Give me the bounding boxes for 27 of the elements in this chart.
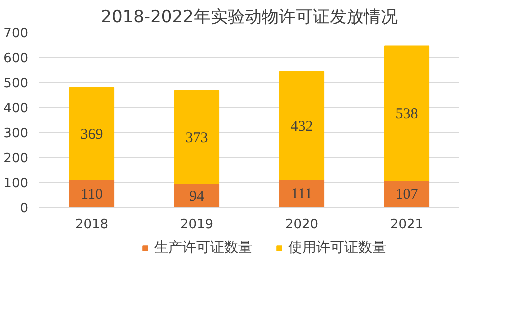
x-tick-label: 2020 <box>285 218 319 232</box>
y-tick-label: 0 <box>20 202 29 216</box>
bar <box>279 71 325 180</box>
chart-title: 2018-2022年实验动物许可证发放情况 <box>101 8 398 28</box>
y-tick-label: 400 <box>4 102 29 116</box>
y-tick-label: 100 <box>4 176 29 192</box>
data-label: 94 <box>190 188 205 205</box>
legend-label: 使用许可证数量 <box>288 239 386 257</box>
x-tick-label: 2018 <box>75 218 109 232</box>
data-label: 369 <box>80 126 104 143</box>
legend-label: 生产许可证数量 <box>154 239 252 257</box>
y-tick-label: 600 <box>4 52 29 66</box>
x-tick-label: 2021 <box>390 218 424 232</box>
y-tick-label: 700 <box>4 26 29 42</box>
data-label: 373 <box>186 130 208 146</box>
data-label: 107 <box>396 187 419 204</box>
data-label: 110 <box>81 186 103 203</box>
y-tick-label: 200 <box>4 152 29 166</box>
x-tick-label: 2019 <box>180 218 214 232</box>
bar <box>384 46 430 182</box>
bar <box>174 90 220 184</box>
bar <box>69 87 115 180</box>
data-label: 538 <box>396 106 418 122</box>
y-tick-label: 500 <box>4 76 29 92</box>
y-tick-label: 300 <box>4 126 29 142</box>
data-label: 111 <box>291 186 313 203</box>
data-label: 432 <box>290 118 314 135</box>
